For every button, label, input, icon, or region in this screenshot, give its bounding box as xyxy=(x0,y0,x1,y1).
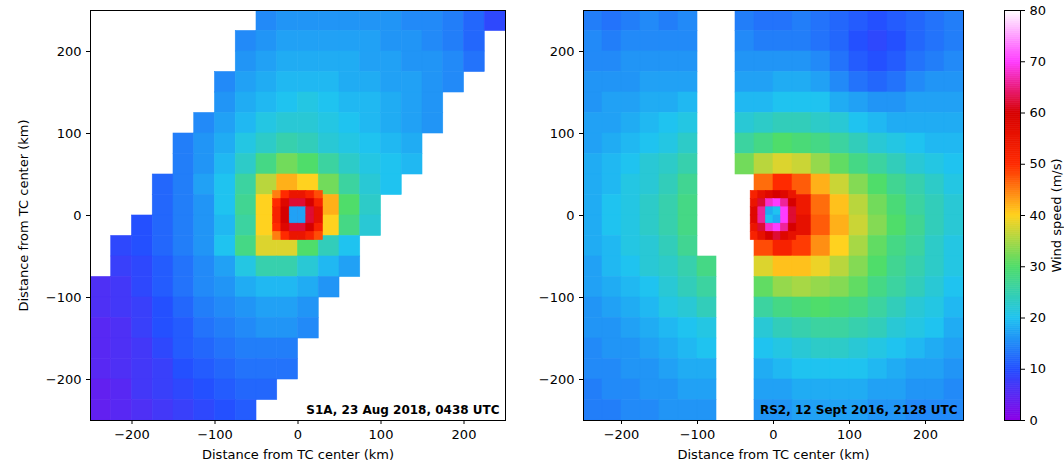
svg-text:60: 60 xyxy=(1030,105,1047,120)
svg-text:0: 0 xyxy=(769,427,777,442)
svg-text:−200: −200 xyxy=(604,427,640,442)
svg-text:Distance from TC center (km): Distance from TC center (km) xyxy=(202,447,394,462)
svg-text:10: 10 xyxy=(1030,361,1047,376)
svg-text:100: 100 xyxy=(57,126,82,141)
svg-text:Distance from TC center (km): Distance from TC center (km) xyxy=(16,119,31,311)
svg-text:50: 50 xyxy=(1030,156,1047,171)
svg-text:0: 0 xyxy=(1030,413,1038,428)
svg-text:20: 20 xyxy=(1030,310,1047,325)
svg-text:200: 200 xyxy=(452,427,477,442)
svg-text:−100: −100 xyxy=(197,427,233,442)
svg-text:0: 0 xyxy=(294,427,302,442)
svg-text:40: 40 xyxy=(1030,208,1047,223)
svg-text:200: 200 xyxy=(57,44,82,59)
svg-text:S1A, 23 Aug 2018, 0438 UTC: S1A, 23 Aug 2018, 0438 UTC xyxy=(306,403,499,417)
svg-text:100: 100 xyxy=(369,427,394,442)
svg-text:−200: −200 xyxy=(46,372,82,387)
svg-text:70: 70 xyxy=(1030,54,1047,69)
svg-text:−100: −100 xyxy=(680,427,716,442)
svg-text:100: 100 xyxy=(837,427,862,442)
svg-text:−100: −100 xyxy=(46,290,82,305)
svg-text:Distance from TC center (km): Distance from TC center (km) xyxy=(677,447,869,462)
svg-text:RS2, 12 Sept 2016, 2128 UTC: RS2, 12 Sept 2016, 2128 UTC xyxy=(760,403,958,417)
svg-text:0: 0 xyxy=(566,208,574,223)
svg-text:200: 200 xyxy=(550,44,575,59)
svg-text:−100: −100 xyxy=(539,290,575,305)
svg-text:200: 200 xyxy=(913,427,938,442)
svg-text:Wind speed (m/s): Wind speed (m/s) xyxy=(1049,158,1064,272)
svg-text:0: 0 xyxy=(73,208,81,223)
svg-text:80: 80 xyxy=(1030,3,1047,18)
svg-text:−200: −200 xyxy=(539,372,575,387)
svg-text:−200: −200 xyxy=(114,427,150,442)
svg-text:30: 30 xyxy=(1030,259,1047,274)
svg-text:100: 100 xyxy=(550,126,575,141)
